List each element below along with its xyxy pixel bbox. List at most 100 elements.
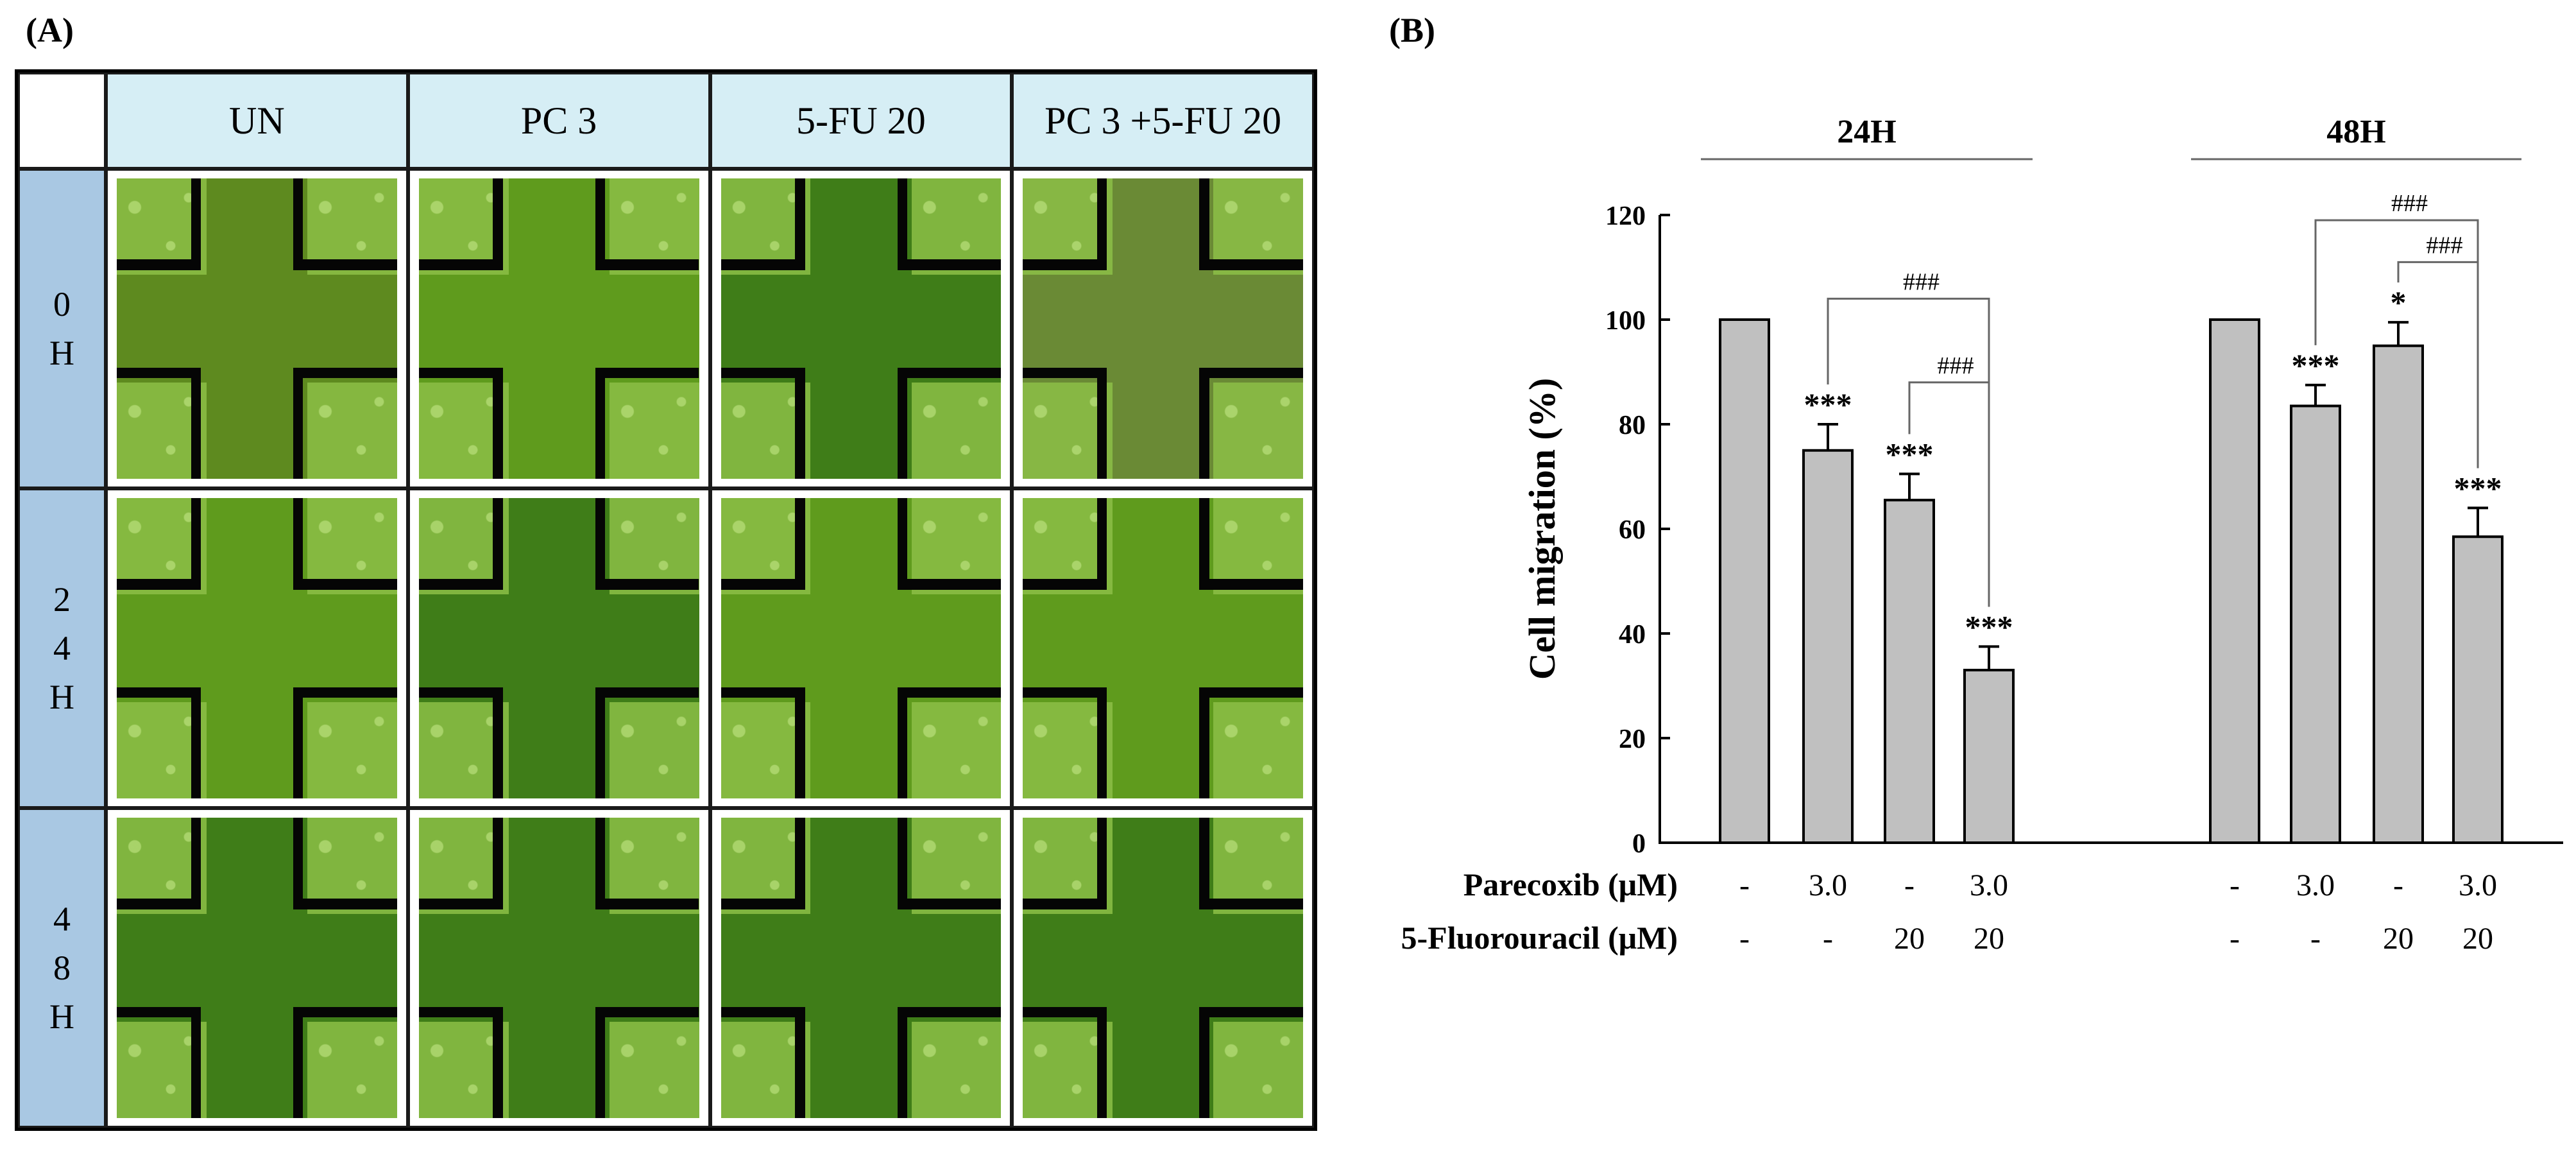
row-header-24h: 24 H xyxy=(18,488,106,808)
significance-label: *** xyxy=(1965,608,2013,644)
cell-patch xyxy=(609,818,699,914)
gap-marker xyxy=(117,687,201,698)
gap-marker xyxy=(897,1006,907,1118)
gap-marker xyxy=(1199,687,1209,798)
micrograph-image xyxy=(117,498,397,798)
gap-marker xyxy=(897,818,907,908)
condition-value: 20 xyxy=(1894,922,1925,956)
gap-marker xyxy=(795,498,805,589)
gap-marker xyxy=(795,178,805,269)
gap-marker xyxy=(1199,259,1303,270)
significance-label: *** xyxy=(1886,436,1934,472)
gap-marker xyxy=(595,1006,606,1118)
cell-patch xyxy=(1213,383,1303,479)
micrograph-cell xyxy=(710,488,1012,808)
significance-label: *** xyxy=(1804,386,1852,422)
y-tick-label: 120 xyxy=(1605,202,1646,231)
gap-marker xyxy=(595,178,606,269)
gap-marker xyxy=(418,1006,503,1018)
condition-label: 5-Fluorouracil (μM) xyxy=(1401,920,1678,956)
micrograph-image xyxy=(1023,178,1303,479)
column-header-pc3-5fu20: PC 3 +5-FU 20 xyxy=(1012,73,1314,169)
micrograph-image xyxy=(721,178,1002,479)
cell-patch xyxy=(609,178,699,275)
micrograph-image xyxy=(1023,498,1303,798)
gap-marker xyxy=(795,687,805,798)
gap-marker xyxy=(721,687,805,698)
gap-marker xyxy=(795,1006,805,1118)
cell-patch xyxy=(1213,498,1303,594)
gap-marker xyxy=(595,579,699,590)
micrograph-cell xyxy=(106,169,408,488)
group-label: 24H xyxy=(1837,114,1896,150)
condition-value: 3.0 xyxy=(2296,868,2335,902)
gap-marker xyxy=(897,899,1002,909)
cell-patch xyxy=(911,178,1002,275)
gap-marker xyxy=(1023,899,1107,909)
gap-marker xyxy=(1199,178,1209,269)
gap-marker xyxy=(191,178,201,269)
gap-marker xyxy=(191,818,201,908)
micrograph-cell xyxy=(1012,808,1314,1128)
cell-patch xyxy=(609,383,699,479)
bracket-label: ### xyxy=(2391,190,2428,217)
gap-marker xyxy=(595,687,699,698)
gap-marker xyxy=(418,259,503,270)
gap-marker xyxy=(1023,687,1107,698)
cell-patch xyxy=(911,498,1002,594)
micrograph-image xyxy=(418,498,699,798)
bar xyxy=(2290,404,2341,844)
gap-marker xyxy=(293,818,303,908)
y-tick-label: 20 xyxy=(1619,725,1646,754)
gap-marker xyxy=(595,259,699,270)
row-header-unit: H xyxy=(49,678,74,716)
condition-value: - xyxy=(2310,922,2321,956)
gap-marker xyxy=(1199,899,1303,909)
condition-value: 20 xyxy=(1974,922,2004,956)
micrograph-cell xyxy=(710,169,1012,488)
cell-patch xyxy=(911,1022,1002,1118)
micrograph-image xyxy=(721,498,1002,798)
gap-marker xyxy=(1096,687,1107,798)
bracket-label: ### xyxy=(2427,232,2463,259)
bar xyxy=(1719,318,1770,844)
gap-marker xyxy=(493,818,503,908)
gap-marker xyxy=(1096,498,1107,589)
bar xyxy=(2373,344,2424,844)
gap-marker xyxy=(595,498,606,589)
panel-a-label: (A) xyxy=(26,11,74,49)
gap-marker xyxy=(1023,259,1107,270)
row-header-unit: H xyxy=(49,334,74,372)
gap-marker xyxy=(595,818,606,908)
gap-marker xyxy=(1023,579,1107,590)
cell-patch xyxy=(307,702,397,798)
gap-marker xyxy=(721,899,805,909)
cell-patch xyxy=(911,702,1002,798)
gap-marker xyxy=(293,687,397,698)
bracket-label: ### xyxy=(1903,268,1940,295)
micrograph-cell xyxy=(407,169,710,488)
y-tick-label: 100 xyxy=(1605,306,1646,336)
gap-marker xyxy=(117,579,201,590)
gap-marker xyxy=(595,687,606,798)
gap-marker xyxy=(595,1006,699,1018)
micrograph-cell xyxy=(407,808,710,1128)
gap-marker xyxy=(897,367,907,479)
gap-marker xyxy=(293,899,397,909)
condition-value: 3.0 xyxy=(1809,868,1847,902)
micrograph-cell xyxy=(1012,488,1314,808)
y-axis-title: Cell migration (%) xyxy=(1521,378,1563,680)
gap-marker xyxy=(191,367,201,479)
condition-value: - xyxy=(1823,922,1833,956)
bar xyxy=(1884,499,1935,844)
gap-marker xyxy=(721,579,805,590)
panel-b-label: (B) xyxy=(1389,11,1435,49)
gap-marker xyxy=(1096,178,1107,269)
gap-marker xyxy=(1199,687,1303,698)
micrograph-image xyxy=(418,818,699,1118)
row-header-value: 24 xyxy=(53,580,71,667)
cell-patch xyxy=(1213,178,1303,275)
